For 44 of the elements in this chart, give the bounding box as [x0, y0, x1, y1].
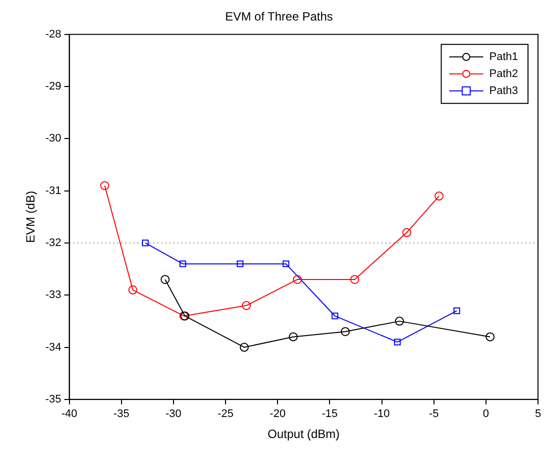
y-tick-label: -32	[45, 237, 62, 250]
point	[350, 274, 360, 284]
point	[394, 316, 404, 326]
point	[486, 332, 495, 342]
point	[242, 301, 251, 310]
point	[332, 312, 338, 320]
point	[288, 332, 298, 342]
point	[453, 307, 460, 314]
point	[340, 327, 350, 336]
x-tick-label: -20	[270, 408, 286, 420]
point	[402, 228, 412, 238]
y-tick-label: -34	[45, 341, 62, 354]
point	[282, 260, 290, 268]
legend-label: Path1	[489, 50, 518, 63]
point	[160, 274, 170, 284]
point	[434, 192, 444, 201]
y-tick-label: -30	[45, 132, 62, 145]
y-tick-label: -29	[45, 80, 62, 93]
x-tick-label: -10	[374, 408, 390, 420]
x-tick-label: -35	[113, 408, 130, 420]
x-tick-label: -30	[166, 408, 182, 420]
point	[292, 274, 302, 284]
x-tick-label: -15	[322, 408, 338, 420]
x-tick-label: 0	[482, 408, 489, 420]
point	[100, 181, 110, 190]
x-tick-label: 5	[534, 408, 542, 420]
point	[394, 338, 401, 346]
point	[236, 260, 244, 268]
y-tick-label: -33	[45, 289, 62, 302]
legend-label: Path2	[489, 68, 518, 80]
legend-label: Path3	[489, 84, 518, 97]
x-axis-title: Output (dBm)	[268, 427, 340, 442]
y-tick-label: -35	[45, 393, 62, 406]
x-tick-label: -25	[218, 408, 234, 420]
x-tick-label: -5	[428, 408, 439, 420]
point	[128, 285, 138, 294]
point	[180, 260, 186, 268]
point	[240, 342, 249, 352]
y-tick-label: -28	[45, 28, 62, 40]
x-tick-label: -40	[61, 408, 78, 420]
y-axis-title: EVM (dB)	[24, 190, 38, 243]
point	[142, 240, 149, 246]
y-tick-label: -31	[45, 184, 62, 197]
chart-title: EVM of Three Paths	[225, 10, 333, 24]
